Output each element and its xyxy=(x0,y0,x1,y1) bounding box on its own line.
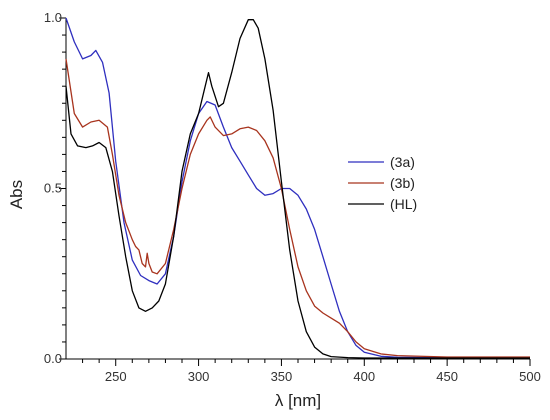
tick-marks xyxy=(59,17,531,366)
x-tick-label: 450 xyxy=(436,369,458,384)
y-tick-label: 1.0 xyxy=(44,10,62,25)
tick-labels: 250 300 350 400 450 500 0.0 0.5 1.0 xyxy=(44,10,541,384)
y-tick-label: 0.0 xyxy=(44,351,62,366)
series-lines xyxy=(65,17,530,359)
y-axis-title: Abs xyxy=(7,180,26,209)
y-tick-label: 0.5 xyxy=(44,181,62,196)
x-tick-label: 400 xyxy=(353,369,375,384)
legend-label: (3a) xyxy=(390,154,415,170)
series-line-0 xyxy=(65,17,530,359)
series-line-2 xyxy=(65,19,530,359)
legend-label: (3b) xyxy=(390,175,415,191)
x-axis-title: λ [nm] xyxy=(275,391,321,410)
series-line-1 xyxy=(65,58,530,358)
legend-label: (HL) xyxy=(390,196,417,212)
x-tick-label: 300 xyxy=(188,369,210,384)
axes xyxy=(65,18,530,360)
x-tick-label: 250 xyxy=(105,369,127,384)
x-tick-label: 500 xyxy=(519,369,541,384)
x-tick-label: 350 xyxy=(271,369,293,384)
legend: (3a) (3b) (HL) xyxy=(348,154,417,212)
